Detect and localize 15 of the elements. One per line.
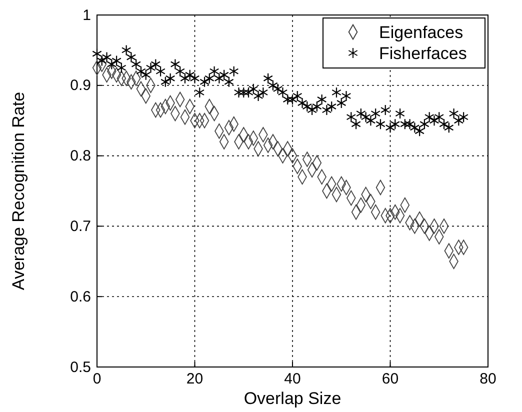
x-tick-label: 60 (382, 370, 399, 388)
y-tick-label: 1 (82, 6, 91, 24)
x-tick-label: 40 (284, 370, 301, 388)
x-tick-label: 80 (480, 370, 496, 388)
y-tick-label: 0.5 (70, 358, 91, 376)
y-axis-title: Average Recognition Rate (9, 92, 28, 290)
legend-label: Eigenfaces (379, 23, 464, 42)
legend-label: Fisherfaces (379, 44, 467, 63)
y-tick-label: 0.9 (70, 77, 91, 94)
x-axis-title: Overlap Size (244, 389, 342, 408)
y-tick-label: 0.8 (70, 148, 91, 165)
y-tick-label: 0.7 (70, 218, 91, 235)
x-tick-label: 20 (186, 370, 204, 388)
y-tick-label: 0.6 (70, 288, 91, 306)
x-tick-label: 0 (92, 370, 102, 388)
